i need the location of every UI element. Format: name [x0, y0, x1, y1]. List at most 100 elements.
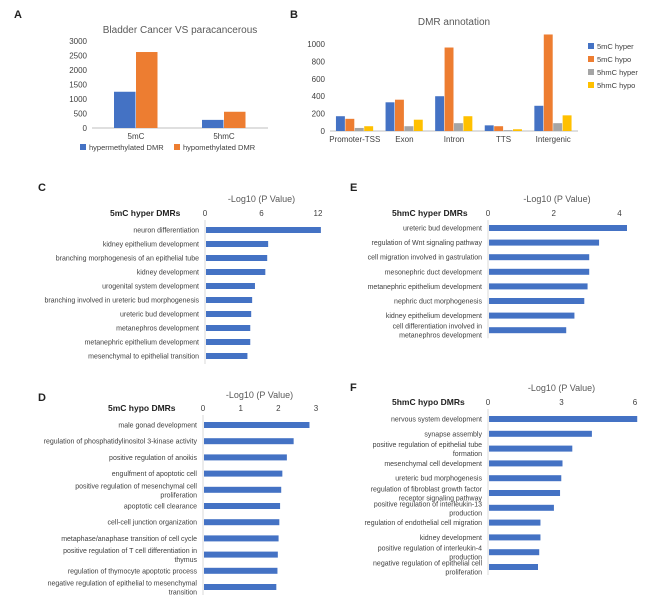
category-label: cell differentiation involved in metaneph… [393, 324, 482, 340]
x-tick-label: Intergenic [536, 135, 571, 144]
bar [206, 325, 251, 331]
category-label: positive regulation of anoikis [109, 455, 197, 462]
x-tick-label: 2 [276, 404, 281, 413]
bar [206, 353, 248, 359]
bar [206, 227, 321, 233]
category-label: regulation of phosphatidylinositol 3-kin… [44, 439, 198, 446]
bar [204, 584, 277, 590]
bar [489, 445, 573, 452]
y-tick-label: 400 [312, 92, 326, 101]
bar [204, 438, 294, 445]
category-label: kidney epithelium development [386, 313, 482, 320]
bar [204, 486, 282, 493]
bar [489, 430, 592, 437]
category-label: cell migration involved in gastrulation [368, 255, 482, 262]
bar [364, 126, 374, 131]
bar [204, 422, 310, 428]
y-tick-label: 500 [74, 110, 88, 119]
bar [489, 312, 575, 319]
category-label: positive regulation of mesenchymal cell p… [75, 483, 197, 499]
bar [204, 519, 280, 526]
chart-title-f: 5hmC hypo DMRs [392, 397, 465, 407]
x-axis-title: -Log10 (P Value) [523, 194, 590, 204]
bar [489, 283, 588, 290]
bar [543, 34, 553, 132]
category-label: branching morphogenesis of an epithelial… [56, 256, 199, 263]
bar [494, 126, 504, 131]
category-label: negative regulation of epithelial to mes… [48, 581, 198, 597]
bar [204, 567, 278, 574]
category-label: ureteric bud morphogenesis [395, 476, 482, 483]
chart-title-d: 5mC hypo DMRs [108, 403, 176, 413]
category-label: apoptotic cell clearance [124, 504, 197, 511]
bar [206, 339, 251, 345]
x-tick-label: 0 [486, 209, 491, 218]
x-axis-title: -Log10 (P Value) [528, 383, 595, 393]
y-tick-label: 200 [312, 110, 326, 119]
legend-label: 5mC hyper [597, 42, 634, 51]
chart-title-e: 5hmC hyper DMRs [392, 208, 468, 218]
category-label: metaphase/anaphase transition of cell cy… [61, 536, 197, 543]
category-label: regulation of fibroblast growth factor re… [371, 487, 483, 503]
chart-title-b: DMR annotation [418, 17, 490, 28]
legend-label: hypomethylated DMR [183, 143, 256, 152]
category-label: cell-cell junction organization [108, 520, 198, 527]
category-label: regulation of thymocyte apoptotic proces… [68, 568, 198, 575]
x-tick-label: 4 [617, 209, 622, 218]
bar [204, 503, 281, 509]
category-label: kidney development [137, 270, 199, 277]
legend-swatch [80, 144, 86, 150]
bar [503, 130, 513, 131]
panel-label-f: F [350, 382, 357, 394]
legend-swatch [588, 82, 594, 88]
category-label: nephric duct morphogenesis [394, 299, 482, 306]
x-axis-title: -Log10 (P Value) [228, 194, 295, 204]
x-tick-label: 1 [238, 404, 243, 413]
bar [489, 298, 585, 304]
x-tick-label: Exon [395, 135, 413, 144]
x-tick-label: 5mC [128, 132, 145, 141]
category-label: nervous system development [391, 417, 482, 424]
bar [114, 91, 136, 128]
panel-label-b: B [290, 9, 298, 21]
bar [202, 119, 224, 128]
chart-title-c: 5mC hyper DMRs [110, 208, 181, 218]
y-tick-label: 800 [312, 57, 326, 66]
legend-label: 5hmC hypo [597, 81, 635, 90]
bar [444, 47, 454, 131]
bar [335, 116, 345, 131]
category-label: positive regulation of interleukin-4 prod… [378, 546, 482, 562]
legend-label: 5hmC hyper [597, 68, 638, 77]
bar [206, 297, 253, 303]
panel-label-d: D [38, 392, 46, 404]
x-tick-label: 0 [203, 209, 208, 218]
x-tick-label: 3 [559, 398, 564, 407]
bar [562, 115, 572, 131]
bar [489, 534, 541, 541]
y-tick-label: 1500 [69, 81, 87, 90]
bar [489, 239, 600, 246]
x-tick-label: TTS [496, 135, 511, 144]
x-tick-label: 3 [314, 404, 319, 413]
x-tick-label: Promoter-TSS [329, 135, 380, 144]
category-label: engulfment of apoptotic cell [112, 471, 198, 478]
bar [204, 551, 278, 558]
category-label: branching involved in ureteric bud morph… [45, 298, 200, 305]
bar [489, 490, 561, 496]
bar [484, 125, 494, 131]
bar [489, 225, 627, 231]
y-tick-label: 2500 [69, 52, 87, 61]
bar [204, 454, 287, 461]
category-label: male gonad development [118, 423, 197, 430]
bar [489, 268, 590, 275]
legend-label: hypermethylated DMR [89, 143, 164, 152]
y-tick-label: 2000 [69, 66, 87, 75]
panel-label-c: C [38, 182, 46, 194]
y-tick-label: 600 [312, 75, 326, 84]
x-tick-label: Intron [444, 135, 464, 144]
legend-label: 5mC hypo [597, 55, 631, 64]
bar [489, 460, 563, 467]
bar [489, 327, 567, 334]
